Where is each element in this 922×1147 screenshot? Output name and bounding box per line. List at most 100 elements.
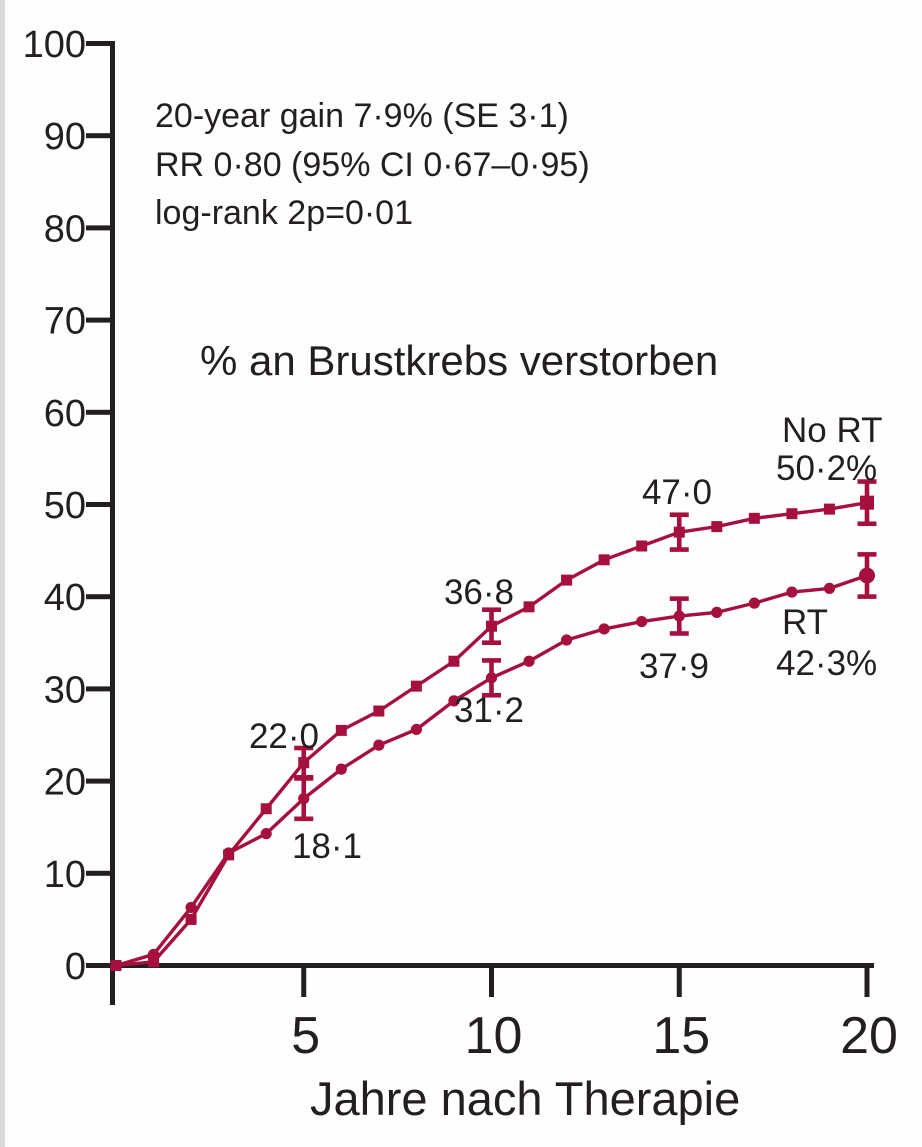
data-point-square [486, 620, 497, 632]
y-tick-label: 30 [44, 669, 86, 711]
x-tick-label: 5 [291, 1007, 320, 1065]
data-point-square [561, 574, 573, 586]
data-point-circle [335, 763, 347, 775]
data-point-circle [523, 655, 535, 667]
y-tick-label: 40 [44, 577, 86, 619]
data-point-circle [823, 582, 836, 595]
y-tick [86, 409, 113, 415]
data-point-circle [561, 634, 573, 646]
series-rt [110, 552, 877, 972]
data-point-circle [260, 828, 272, 840]
error-bar-cap [294, 745, 314, 751]
y-tick-label: 80 [44, 208, 86, 250]
curves [110, 479, 877, 972]
data-point-circle [110, 959, 122, 972]
point-labels: 22·0 36·8 47·0 18·1 31·2 37·9 [249, 473, 712, 866]
y-tick [86, 133, 113, 139]
data-point-circle [673, 610, 685, 622]
y-tick-label: 50 [44, 485, 86, 527]
x-tick [301, 966, 307, 997]
series-value-no-rt: 50·2% [776, 449, 877, 488]
error-bar-cap [669, 631, 689, 636]
data-point-square [673, 526, 685, 538]
data-point-square [823, 503, 835, 515]
error-bar-cap [482, 640, 501, 645]
data-point-circle [185, 901, 197, 914]
point-value-label: 47·0 [642, 473, 712, 512]
x-axis-title: Jahre nach Therapie [310, 1072, 740, 1125]
data-point-circle [448, 695, 460, 707]
y-tick-label: 20 [44, 762, 86, 804]
series-label-no-rt: No RT [782, 411, 883, 450]
data-point-circle [786, 586, 798, 598]
y-tick [86, 502, 113, 507]
y-tick-label: 0 [65, 946, 86, 988]
data-point-square [860, 495, 874, 510]
data-point-circle [859, 567, 875, 584]
data-point-circle [598, 623, 610, 635]
data-point-square [260, 803, 272, 815]
x-tick-label: 20 [840, 1007, 898, 1065]
x-tick [489, 966, 494, 997]
x-tick-label: 10 [465, 1007, 523, 1065]
data-point-square [523, 601, 535, 613]
data-point-circle [298, 793, 310, 805]
y-tick [86, 778, 113, 784]
data-point-square [786, 508, 798, 520]
data-point-square [448, 655, 460, 667]
error-bar-cap [669, 596, 689, 601]
y-tick [86, 41, 113, 46]
error-bar-cap [857, 521, 877, 527]
annotation-gain: 20-year gain 7·9% (SE 3·1) [155, 97, 569, 135]
point-value-label: 37·9 [639, 647, 709, 686]
data-point-square [636, 540, 648, 552]
error-bar-cap [857, 479, 877, 484]
chart-inner-title: % an Brustkrebs verstorben [200, 337, 718, 384]
y-tick-label: 70 [44, 301, 86, 343]
data-point-square [335, 724, 347, 736]
data-point-circle [748, 597, 760, 609]
data-point-square [298, 757, 310, 769]
data-point-circle [147, 948, 160, 961]
data-point-square [711, 521, 723, 533]
point-value-label: 18·1 [292, 827, 362, 866]
data-point-square [598, 554, 610, 566]
data-point-square [748, 512, 760, 524]
point-value-label: 31·2 [454, 691, 524, 730]
x-axis-line [88, 963, 874, 968]
error-bar-cap [294, 776, 314, 781]
data-point-circle [223, 847, 235, 859]
series-value-rt: 42·3% [776, 644, 877, 683]
annotation-rr: RR 0·80 (95% CI 0·67–0·95) [155, 146, 590, 184]
y-tick-label: 60 [44, 393, 86, 435]
point-value-label: 22·0 [249, 717, 319, 756]
y-tick [86, 870, 113, 876]
y-tick [86, 594, 113, 600]
axes: 0 10 20 30 40 50 60 70 80 90 100 5 10 15 20 [23, 24, 898, 1065]
y-tick-label: 10 [44, 854, 86, 896]
series-label-rt: RT [782, 603, 828, 642]
y-tick-label: 100 [23, 24, 86, 66]
y-tick [86, 317, 113, 323]
point-value-label: 36·8 [444, 573, 514, 612]
data-point-circle [636, 615, 648, 628]
data-point-square [148, 956, 160, 968]
y-tick [86, 225, 113, 231]
x-tick-label: 15 [652, 1007, 710, 1065]
error-bar-cap [857, 552, 877, 557]
error-bar-cap [482, 658, 501, 663]
annotation-logrank: log-rank 2p=0·01 [155, 194, 413, 232]
y-tick-label: 90 [44, 116, 86, 158]
data-point-circle [485, 672, 498, 684]
data-point-square [185, 913, 197, 925]
error-bar-cap [482, 692, 501, 698]
scan-edge-artifact [0, 0, 5, 1147]
data-point-circle [373, 739, 385, 751]
y-tick [86, 963, 113, 968]
y-axis-line [110, 41, 115, 1005]
error-bar-cap [669, 512, 689, 518]
error-bar-cap [482, 607, 501, 613]
error-bar-cap [857, 594, 877, 599]
